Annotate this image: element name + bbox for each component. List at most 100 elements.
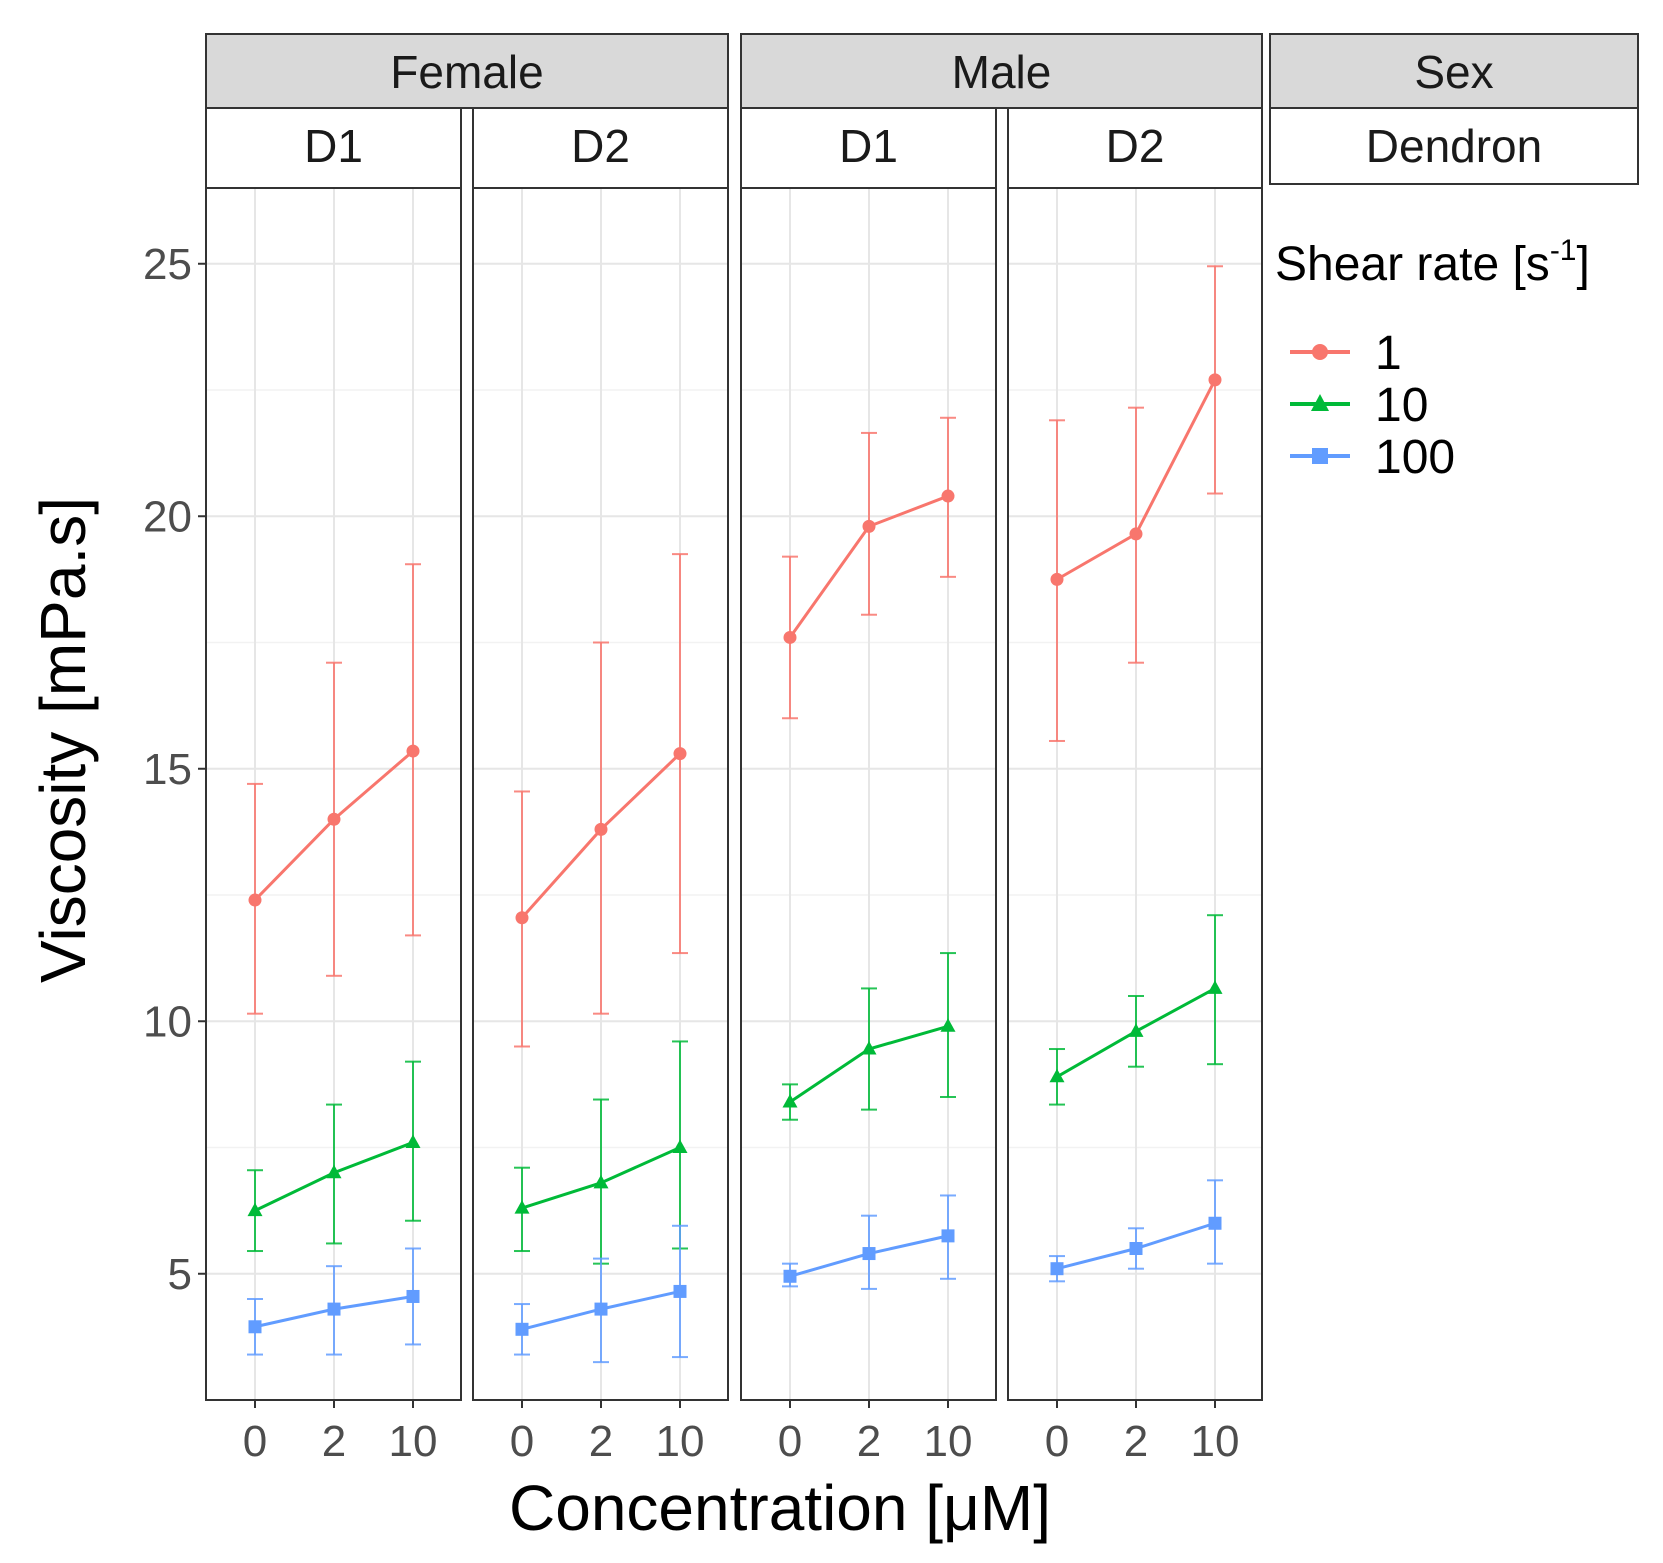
data-point <box>594 1302 608 1316</box>
legend-label: 100 <box>1375 431 1455 484</box>
data-point <box>1128 1023 1144 1037</box>
data-point <box>783 630 797 644</box>
legend-title-main: Shear rate [s <box>1275 238 1550 291</box>
y-tick-label: 15 <box>143 745 192 794</box>
x-tick-label: 0 <box>243 1417 267 1466</box>
dendron-strip <box>472 107 729 189</box>
x-tick-label: 0 <box>510 1417 534 1466</box>
panel-male-d1 <box>740 187 997 1401</box>
data-point <box>1049 1068 1065 1083</box>
x-tick-label: 2 <box>322 1417 346 1466</box>
legend-key-marker <box>1311 394 1329 411</box>
dendron-strip-label: D2 <box>1106 120 1165 172</box>
data-point <box>941 1229 955 1243</box>
sex-header-label: Sex <box>1414 46 1493 98</box>
legend-title-superscript: -1 <box>1550 234 1577 267</box>
x-tick-label: 10 <box>389 1417 438 1466</box>
dendron-strip-label: D1 <box>839 120 898 172</box>
panel-female-d2 <box>472 187 729 1401</box>
group-strip-label: Female <box>390 46 543 98</box>
series-10 <box>1049 914 1223 1106</box>
data-point <box>862 519 876 533</box>
data-point <box>594 822 608 836</box>
series-100 <box>782 1194 956 1290</box>
series-10 <box>514 1040 688 1265</box>
data-point <box>247 1202 263 1217</box>
x-tick-label: 2 <box>589 1417 613 1466</box>
data-point <box>1129 527 1143 541</box>
series-100 <box>247 1247 421 1356</box>
data-point <box>327 1302 341 1316</box>
series-1 <box>1049 265 1223 742</box>
data-point <box>941 489 955 503</box>
facet-header-legend: Sex Dendron <box>1269 33 1639 185</box>
dendron-strip <box>740 107 997 189</box>
series-10 <box>247 1060 421 1253</box>
data-point <box>405 1134 421 1148</box>
data-point <box>515 1322 529 1336</box>
data-point <box>515 911 529 925</box>
dendron-header-box <box>1269 107 1639 185</box>
data-point <box>593 1174 609 1189</box>
group-strip-male <box>740 33 1263 109</box>
series-1 <box>514 553 688 1048</box>
legend-item-1: 1 <box>1290 327 1402 380</box>
data-point <box>782 1094 798 1108</box>
sex-header-box <box>1269 33 1639 109</box>
x-tick-label: 0 <box>778 1417 802 1466</box>
series-100 <box>514 1224 688 1364</box>
data-point <box>406 1289 420 1303</box>
legend-item-100: 100 <box>1290 431 1455 484</box>
x-tick-label: 2 <box>1124 1417 1148 1466</box>
x-tick-label: 2 <box>857 1417 881 1466</box>
panels-layer <box>205 187 1263 1401</box>
data-point <box>248 1320 262 1334</box>
dendron-strip <box>205 107 462 189</box>
data-point <box>327 812 341 826</box>
facet-strips: Female Male D1 D2 D1 D2 <box>205 33 1263 189</box>
x-tick-label: 10 <box>656 1417 705 1466</box>
x-tick-label: 10 <box>924 1417 973 1466</box>
dendron-strip <box>1007 107 1263 189</box>
group-strip-label: Male <box>952 46 1052 98</box>
y-axis-title: Viscosity [mPa.s] <box>27 497 99 983</box>
dendron-strip-label: D1 <box>304 120 363 172</box>
y-tick-label: 10 <box>143 997 192 1046</box>
series-1 <box>247 563 421 1015</box>
axes-layer: 0 2 10 0 2 10 0 2 10 0 2 10 5 10 15 20 25 <box>143 240 1239 1466</box>
dendron-header-label: Dendron <box>1366 120 1542 172</box>
data-point <box>514 1200 530 1214</box>
data-point <box>862 1247 876 1261</box>
x-axis-title: Concentration [μM] <box>509 1472 1051 1544</box>
data-point <box>783 1269 797 1283</box>
legend-title-close: ] <box>1577 238 1590 291</box>
data-point <box>940 1018 956 1032</box>
data-point <box>1208 1216 1222 1230</box>
data-point <box>1208 373 1222 387</box>
y-tick-label: 5 <box>168 1250 192 1299</box>
panel-female-d1 <box>205 187 462 1401</box>
panel-male-d2 <box>1007 187 1263 1401</box>
legend-item-10: 10 <box>1290 379 1428 432</box>
group-strip-female <box>205 33 729 109</box>
series-1 <box>782 416 956 720</box>
data-point <box>673 1284 687 1298</box>
x-tick-label: 0 <box>1045 1417 1069 1466</box>
y-tick-label: 20 <box>143 492 192 541</box>
data-point <box>861 1041 877 1055</box>
data-point <box>1050 572 1064 586</box>
data-point <box>326 1164 342 1179</box>
legend-key-marker <box>1312 448 1328 464</box>
data-point <box>1129 1242 1143 1255</box>
legend-label: 1 <box>1375 327 1402 380</box>
x-tick-label: 10 <box>1191 1417 1240 1466</box>
data-point <box>1207 980 1223 994</box>
legend-key-marker <box>1312 344 1328 360</box>
series-100 <box>1049 1179 1223 1283</box>
data-point <box>673 747 687 761</box>
data-point <box>1050 1262 1064 1276</box>
data-point <box>672 1139 688 1153</box>
